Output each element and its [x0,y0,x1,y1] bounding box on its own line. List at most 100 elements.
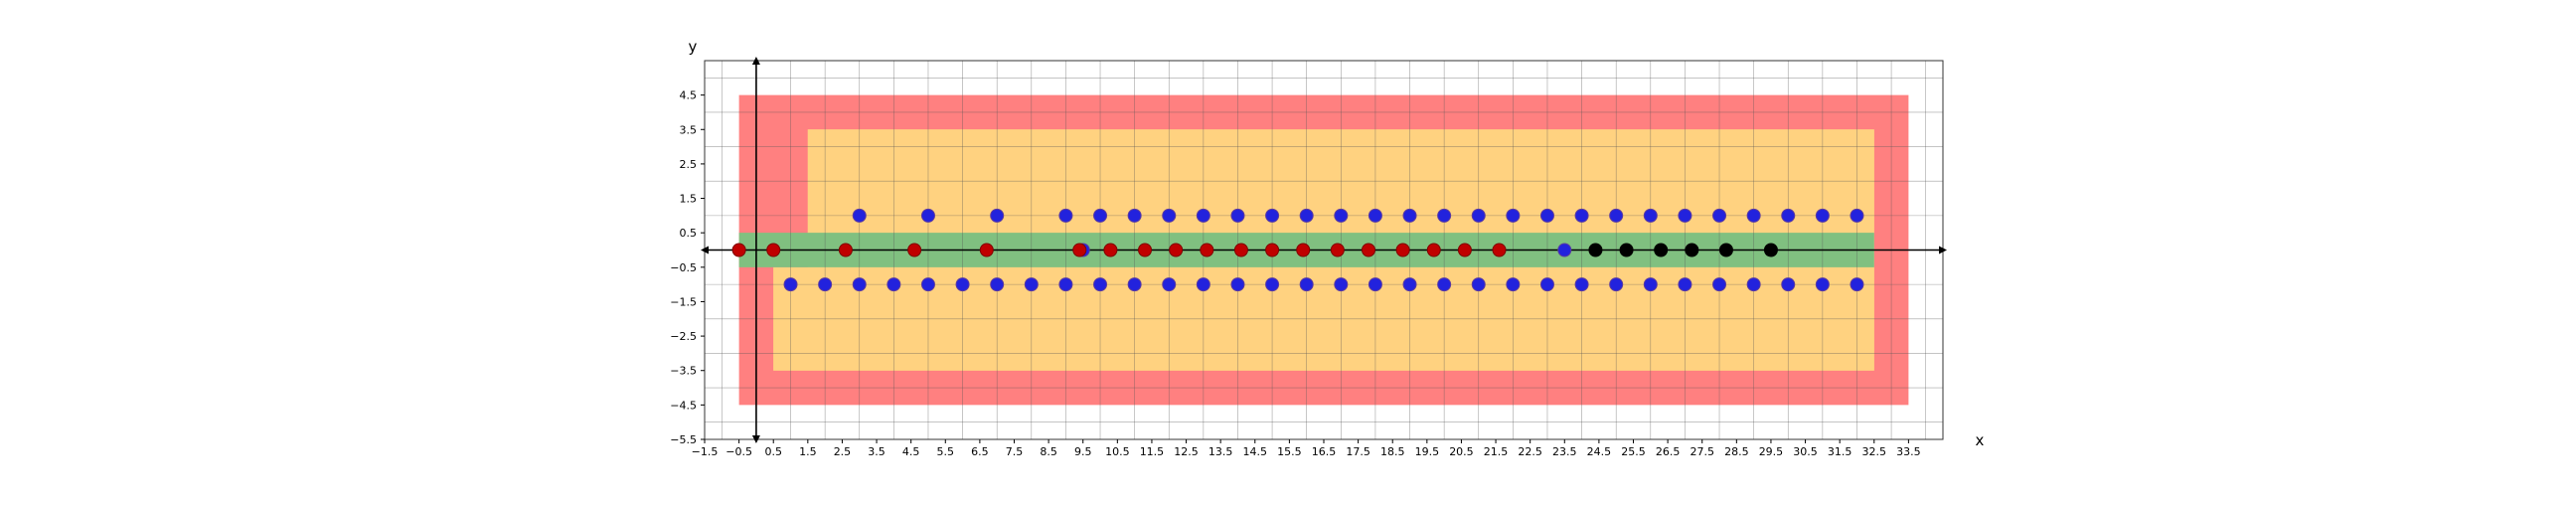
data-point-series-1 [1138,243,1153,257]
data-point-series-2 [1685,243,1699,257]
data-point-series-0 [1712,208,1727,223]
data-point-series-1 [1233,243,1248,257]
data-point-series-0 [1299,208,1314,223]
x-tick-label: 24.5 [1587,445,1612,458]
points-layer [731,208,1864,292]
x-tick-label: 4.5 [902,445,920,458]
x-tick-label: 17.5 [1346,445,1370,458]
data-point-series-0 [1024,277,1039,292]
data-point-series-0 [1058,277,1073,292]
data-point-series-0 [1850,277,1864,292]
x-tick-label: 5.5 [937,445,955,458]
x-tick-label: 8.5 [1040,445,1057,458]
x-tick-label: 14.5 [1243,445,1268,458]
data-point-series-0 [1058,208,1073,223]
x-tick-label: 25.5 [1621,445,1646,458]
data-point-series-0 [1609,277,1624,292]
data-point-series-0 [1643,277,1658,292]
data-point-series-1 [1330,243,1345,257]
data-point-series-0 [1678,277,1692,292]
x-tick-label: 32.5 [1862,445,1887,458]
data-point-series-2 [1588,243,1603,257]
data-point-series-1 [1103,243,1118,257]
y-tick-label: 1.5 [680,193,698,206]
x-tick-label: 16.5 [1312,445,1337,458]
data-point-series-2 [1718,243,1733,257]
x-tick-label: 29.5 [1759,445,1784,458]
data-point-series-0 [1746,277,1761,292]
x-tick-label: −0.5 [725,445,752,458]
data-point-series-0 [818,277,833,292]
data-point-series-1 [1457,243,1472,257]
data-point-series-0 [1815,277,1830,292]
data-point-series-0 [1574,208,1589,223]
x-axis-label: x [1976,431,1985,449]
x-tick-label: 18.5 [1380,445,1405,458]
data-point-series-0 [1678,208,1692,223]
data-point-series-0 [1230,208,1245,223]
data-point-series-0 [1609,208,1624,223]
data-point-series-2 [1619,243,1634,257]
y-axis-arrow-down [751,435,760,443]
data-point-series-0 [1402,208,1417,223]
data-point-series-0 [1299,277,1314,292]
data-point-series-0 [1265,208,1280,223]
x-tick-label: 21.5 [1484,445,1509,458]
data-point-series-0 [1437,208,1452,223]
x-tick-label: 20.5 [1449,445,1474,458]
data-point-series-0 [1196,277,1210,292]
data-point-series-1 [731,243,746,257]
data-point-series-0 [1506,208,1521,223]
data-point-series-1 [1296,243,1311,257]
y-tick-label: 3.5 [680,123,698,136]
data-point-series-2 [1654,243,1669,257]
data-point-series-0 [1781,208,1796,223]
x-tick-label: 15.5 [1277,445,1302,458]
x-tick-label: 1.5 [799,445,817,458]
data-point-series-0 [920,208,935,223]
data-point-series-0 [852,277,867,292]
x-tick-label: 7.5 [1006,445,1024,458]
y-tick-label: −0.5 [670,261,697,274]
y-tick-label: 0.5 [680,227,698,240]
x-tick-label: 6.5 [971,445,989,458]
data-point-series-0 [1539,208,1554,223]
y-tick-label: −3.5 [670,365,697,378]
data-point-series-0 [1230,277,1245,292]
x-tick-label: 31.5 [1828,445,1852,458]
data-point-series-0 [1334,277,1349,292]
data-point-series-1 [766,243,781,257]
data-point-series-0 [990,277,1005,292]
data-point-series-0 [1746,208,1761,223]
data-point-series-0 [1127,208,1142,223]
data-point-series-0 [1265,277,1280,292]
data-point-series-1 [979,243,994,257]
data-point-series-0 [920,277,935,292]
x-tick-label: 11.5 [1140,445,1165,458]
data-point-series-0 [955,277,970,292]
data-point-series-0 [1368,277,1382,292]
data-point-series-1 [1361,243,1375,257]
x-tick-label: 28.5 [1724,445,1749,458]
y-tick-label: −5.5 [670,433,697,446]
data-point-series-0 [1781,277,1796,292]
x-tick-label: 3.5 [868,445,886,458]
x-axis-arrow-right [1939,246,1947,254]
x-tick-label: 19.5 [1415,445,1440,458]
data-point-series-0 [990,208,1005,223]
data-point-series-2 [1763,243,1778,257]
data-point-series-0 [1127,277,1142,292]
data-point-series-1 [1395,243,1410,257]
x-tick-label: 9.5 [1074,445,1092,458]
data-point-series-1 [1265,243,1280,257]
data-point-series-0 [1334,208,1349,223]
x-axis-arrow-left [701,246,709,254]
y-axis-label: y [689,38,698,56]
data-point-series-1 [1426,243,1441,257]
data-point-series-0 [1093,277,1108,292]
data-point-series-0 [1471,208,1486,223]
y-tick-label: −2.5 [670,330,697,343]
data-point-series-0 [1402,277,1417,292]
